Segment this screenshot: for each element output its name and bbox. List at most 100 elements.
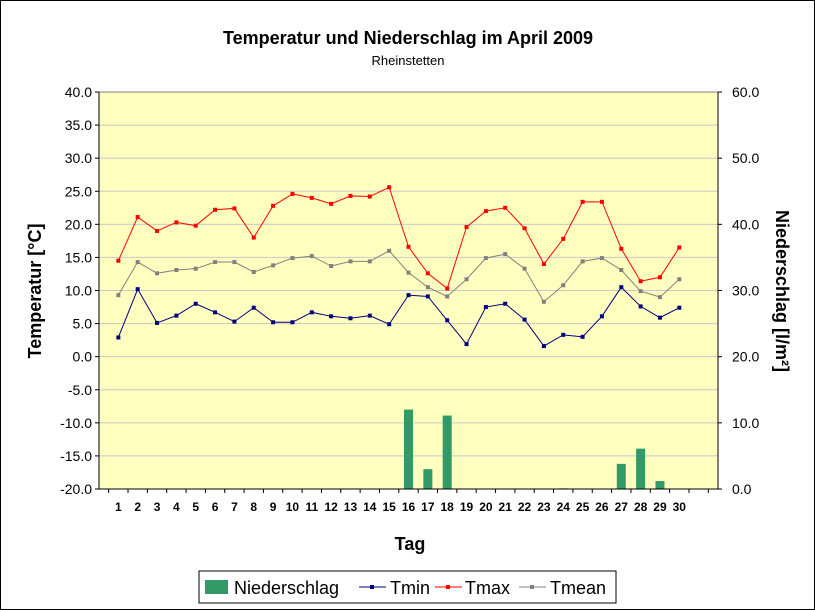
right-axis: 60.0 50.0 40.0 30.0 20.0 10.0 0.0 <box>717 84 759 497</box>
y-tick-label-right: 60.0 <box>732 84 759 100</box>
y-tick-label-left: 20.0 <box>65 216 92 232</box>
x-tick-label: 14 <box>363 500 377 514</box>
legend-tmean-label: Tmean <box>550 578 606 598</box>
point-tmax <box>503 205 508 210</box>
legend-tmean-marker <box>530 585 534 589</box>
point-tmean <box>290 256 295 261</box>
line-tmax <box>117 186 680 290</box>
y-tick-label-left: 15.0 <box>65 249 92 265</box>
point-tmin <box>638 304 643 309</box>
point-tmax <box>445 286 450 291</box>
x-tick-label: 30 <box>673 500 687 514</box>
legend-niederschlag-label: Niederschlag <box>234 578 339 598</box>
point-tmax <box>367 194 372 199</box>
bar-niederschlag <box>404 409 413 489</box>
legend-niederschlag-swatch <box>205 580 228 594</box>
point-tmin <box>483 305 488 310</box>
point-tmean <box>348 259 353 264</box>
x-tick-label: 23 <box>537 500 551 514</box>
point-tmax <box>425 271 430 276</box>
point-tmax <box>174 220 179 225</box>
point-tmin <box>677 305 682 310</box>
legend-tmin-label: Tmin <box>390 578 430 598</box>
chart-title: Temperatur und Niederschlag im April 200… <box>223 28 593 48</box>
point-tmean <box>657 295 662 300</box>
point-tmin <box>503 301 508 306</box>
x-tick-label: 25 <box>576 500 590 514</box>
point-tmax <box>213 207 218 212</box>
point-tmean <box>174 267 179 272</box>
point-tmax <box>638 279 643 284</box>
point-tmin <box>580 334 585 339</box>
point-tmax <box>464 224 469 229</box>
point-tmax <box>483 209 488 214</box>
point-tmax <box>348 193 353 198</box>
x-tick-label: 15 <box>382 500 396 514</box>
y-axis-right-label: Niederschlag [l/m²] <box>772 210 792 372</box>
x-tick-label: 22 <box>518 500 532 514</box>
point-tmax <box>522 226 527 231</box>
point-tmean <box>638 289 643 294</box>
point-tmin <box>251 305 256 310</box>
point-tmean <box>561 283 566 288</box>
point-tmin <box>367 313 372 318</box>
x-tick-label: 13 <box>344 500 358 514</box>
point-tmean <box>483 256 488 261</box>
point-tmean <box>213 260 218 265</box>
y-tick-label-right: 40.0 <box>732 216 759 232</box>
x-tick-label: 4 <box>173 500 180 514</box>
point-tmin <box>464 342 469 347</box>
point-tmean <box>387 248 392 253</box>
bar-niederschlag <box>442 415 452 489</box>
point-tmean <box>367 259 372 264</box>
x-tick-label: 9 <box>270 500 277 514</box>
point-tmin <box>309 310 314 315</box>
line-tmean <box>117 250 680 303</box>
legend-tmax-marker <box>446 585 450 589</box>
x-tick-label: 21 <box>499 500 513 514</box>
point-tmax <box>329 201 334 206</box>
point-tmean <box>425 285 430 290</box>
point-tmean <box>329 264 334 269</box>
point-tmax <box>155 228 160 233</box>
x-tick-label: 18 <box>441 500 455 514</box>
x-tick-label: 29 <box>653 500 667 514</box>
point-tmax <box>309 195 314 200</box>
x-tick-label: 12 <box>324 500 338 514</box>
x-tick-label: 27 <box>615 500 629 514</box>
point-tmin <box>271 320 276 325</box>
point-tmean <box>251 269 256 274</box>
point-tmax <box>541 262 546 267</box>
y-tick-label-left: 5.0 <box>73 316 93 332</box>
x-tick-label: 1 <box>115 500 122 514</box>
point-tmean <box>599 256 604 261</box>
point-tmin <box>329 314 334 319</box>
point-tmean <box>464 277 469 282</box>
point-tmin <box>193 301 198 306</box>
y-tick-label-left: -20.0 <box>60 481 92 497</box>
y-tick-label-left: 30.0 <box>65 150 92 166</box>
point-tmin <box>541 344 546 349</box>
point-tmin <box>232 319 237 324</box>
y-tick-label-left: 0.0 <box>73 349 93 365</box>
point-tmax <box>271 203 276 208</box>
legend-box <box>198 570 617 604</box>
point-tmean <box>619 267 624 272</box>
point-tmin <box>406 293 411 298</box>
point-tmax <box>193 223 198 228</box>
y-tick-label-right: 0.0 <box>732 481 752 497</box>
chart-subtitle: Rheinstetten <box>372 53 445 68</box>
x-tick-label: 6 <box>212 500 219 514</box>
point-tmin <box>522 317 527 322</box>
point-tmin <box>116 335 121 340</box>
point-tmin <box>445 318 450 323</box>
y-tick-label-left: -5.0 <box>68 382 92 398</box>
point-tmax <box>290 191 295 196</box>
point-tmax <box>251 235 256 240</box>
bar-niederschlag <box>636 448 646 489</box>
point-tmean <box>135 260 140 265</box>
bar-niederschlag <box>655 481 665 489</box>
point-tmax <box>677 245 682 250</box>
x-tick-label: 8 <box>250 500 257 514</box>
point-tmean <box>116 293 121 298</box>
